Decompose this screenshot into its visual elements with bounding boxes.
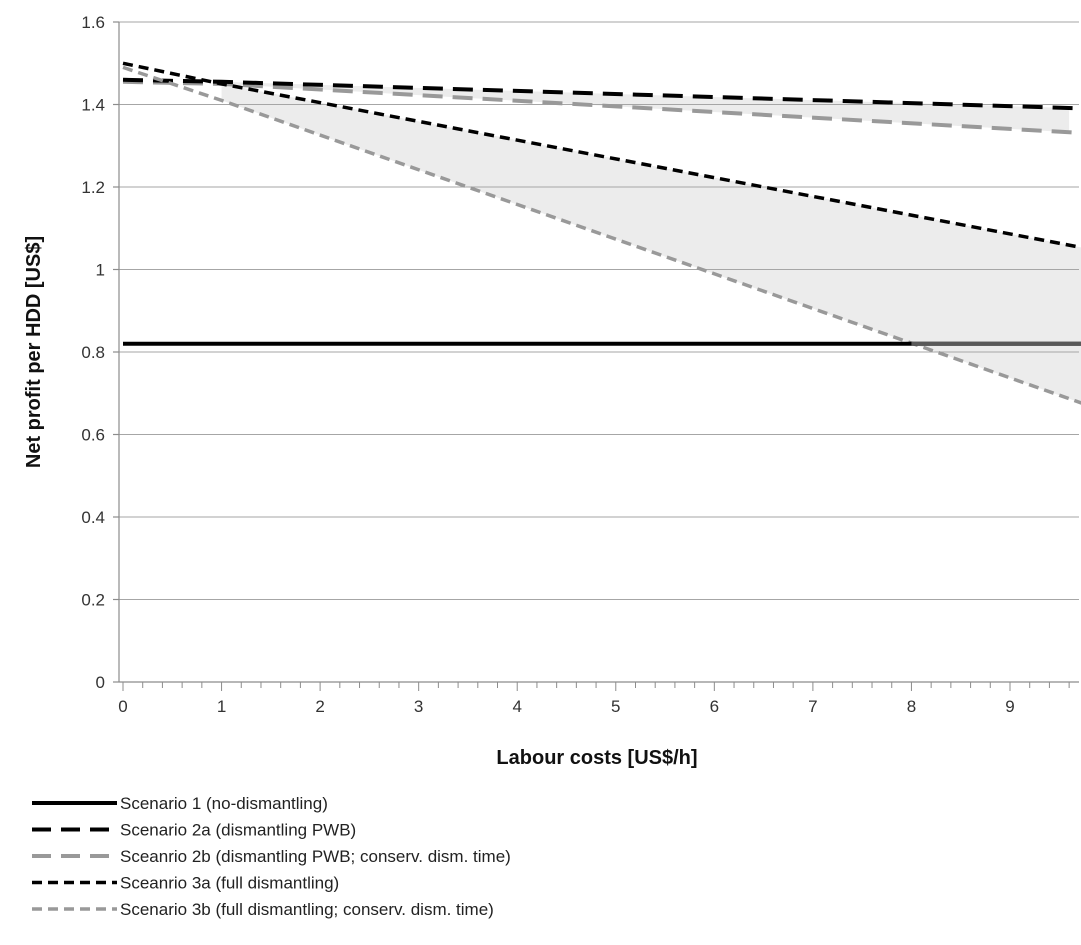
x-tick-label: 9 — [1005, 697, 1014, 716]
series-line-5 — [122, 65, 1081, 405]
y-tick-label: 0.8 — [81, 343, 105, 362]
shaded-band-layer — [221, 81, 1081, 403]
tick-label-layer: 0 0.2 0.4 0.6 0.8 1 1.2 1.4 1.6 0 1 2 3 4 5 6 7 8 9 — [81, 13, 1014, 716]
y-tick-label: 1.4 — [81, 96, 105, 115]
x-tick-label: 3 — [414, 697, 423, 716]
x-tick-label: 4 — [512, 697, 521, 716]
legend-label-5: Scenario 3b (full dismantling; conserv. … — [120, 900, 494, 919]
shaded-band-2 — [221, 83, 1081, 403]
legend-label-1: Scenario 1 (no-dismantling) — [120, 794, 328, 813]
legend-label-4: Sceanrio 3a (full dismantling) — [120, 874, 339, 893]
x-tick-label: 0 — [118, 697, 127, 716]
legend-label-2: Scenario 2a (dismantling PWB) — [120, 821, 356, 840]
x-tick-label: 8 — [907, 697, 916, 716]
y-tick-label: 1.6 — [81, 13, 105, 32]
x-axis-title: Labour costs [US$/h] — [496, 747, 697, 769]
legend: Scenario 1 (no-dismantling) Scenario 2a (… — [32, 794, 511, 919]
series-line-4 — [122, 61, 1081, 250]
x-tick-label: 5 — [611, 697, 620, 716]
series-line-2 — [122, 77, 1081, 111]
axis-layer — [113, 21, 1079, 691]
y-tick-label: 0 — [96, 673, 105, 692]
x-tick-label: 6 — [710, 697, 719, 716]
x-tick-label: 1 — [217, 697, 226, 716]
series-layer — [122, 61, 1081, 405]
y-tick-label: 0.4 — [81, 508, 105, 527]
x-tick-label: 7 — [808, 697, 817, 716]
y-tick-label: 0.6 — [81, 426, 105, 445]
y-tick-label: 0.2 — [81, 591, 105, 610]
y-tick-label: 1.2 — [81, 178, 105, 197]
gridline-layer — [119, 21, 1079, 600]
legend-label-3: Sceanrio 2b (dismantling PWB; conserv. d… — [120, 847, 511, 866]
y-axis-title: Net profit per HDD [US$] — [23, 236, 45, 468]
x-tick-label: 2 — [315, 697, 324, 716]
y-tick-label: 1 — [96, 261, 105, 280]
